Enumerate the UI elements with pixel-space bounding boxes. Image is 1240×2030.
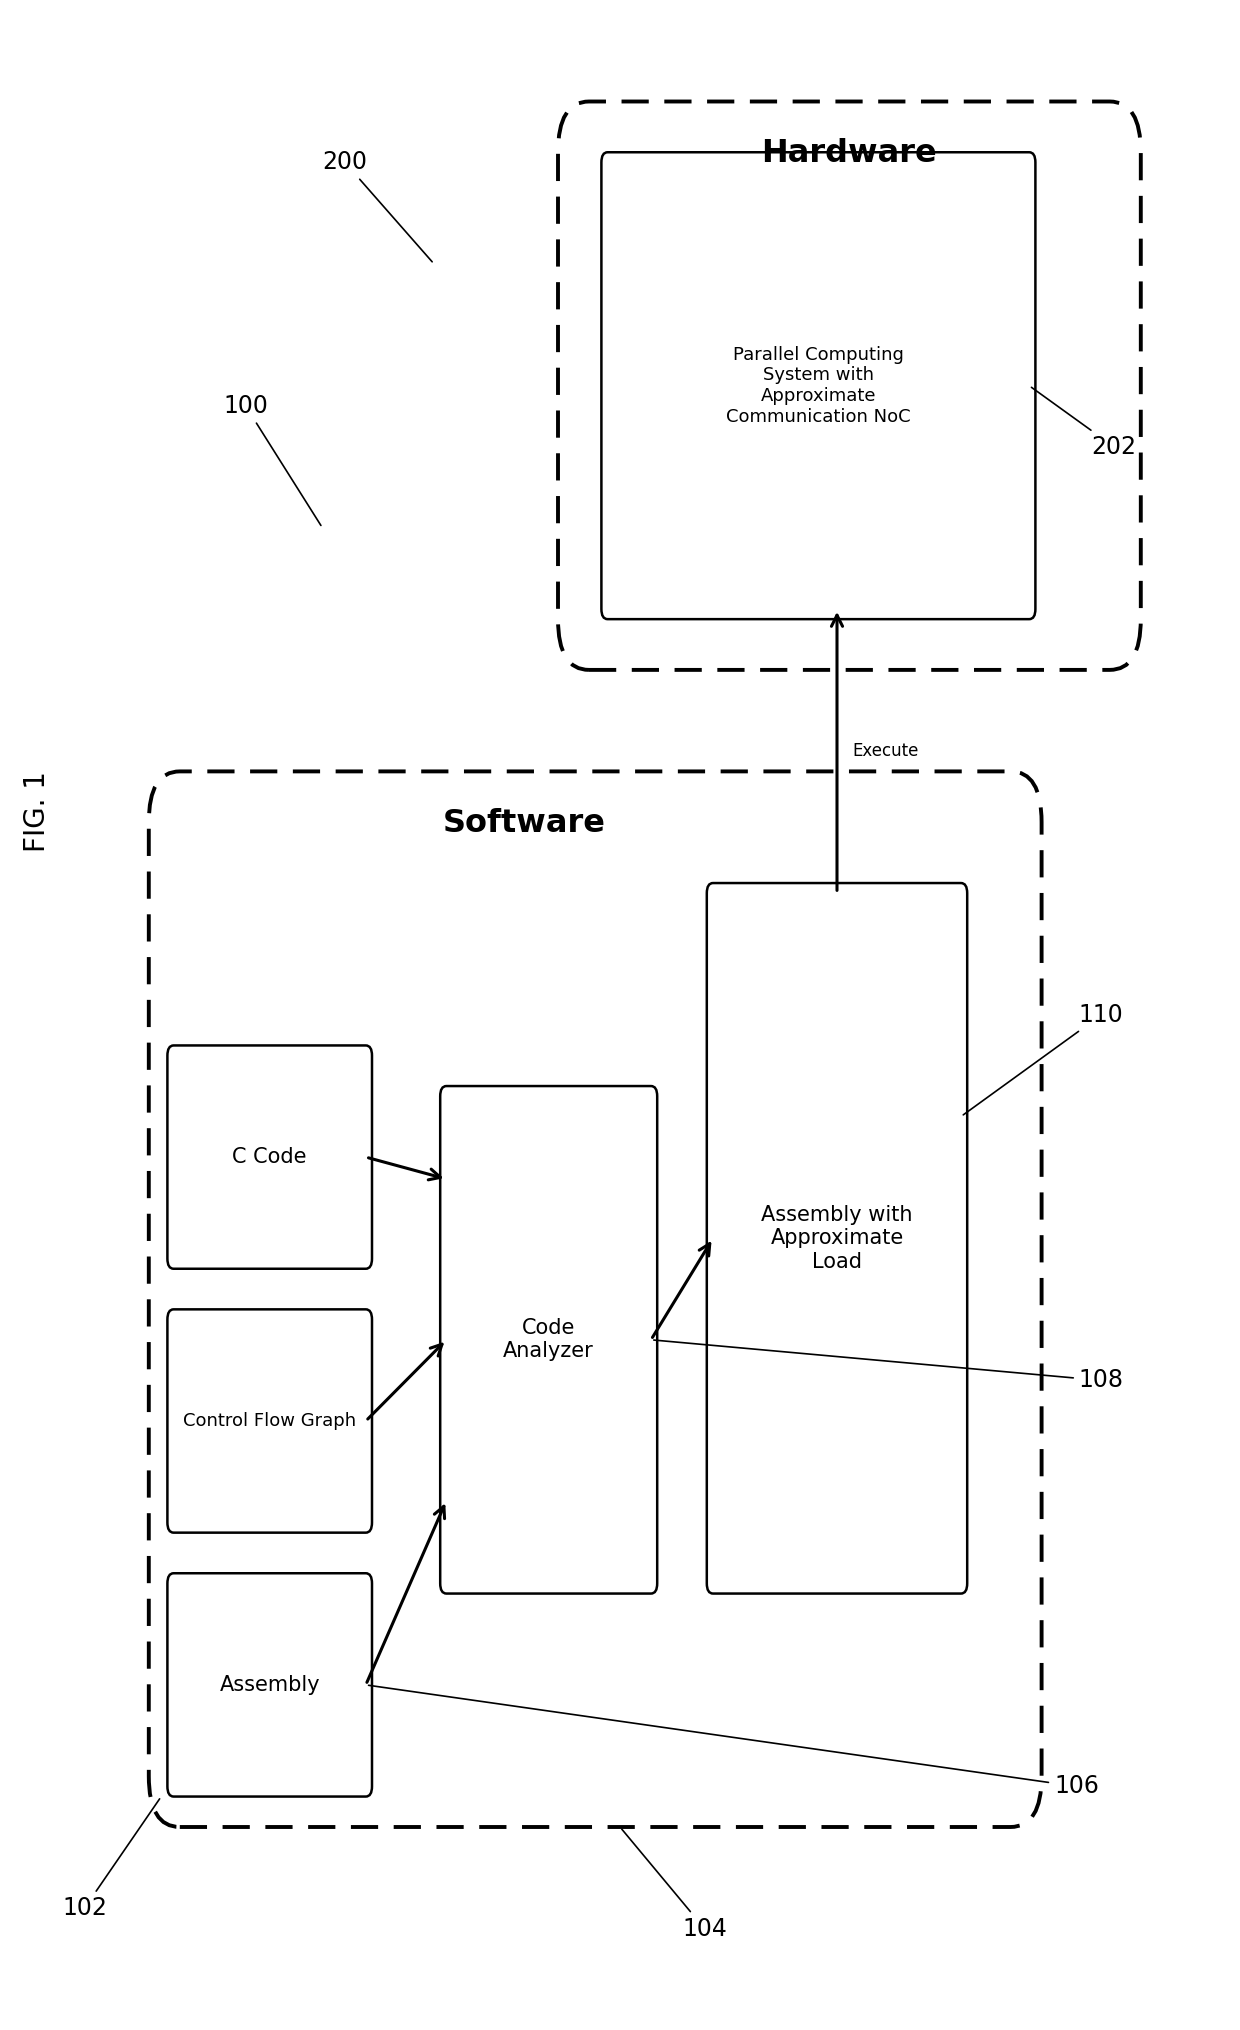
FancyBboxPatch shape — [707, 883, 967, 1594]
FancyBboxPatch shape — [167, 1573, 372, 1797]
Text: Control Flow Graph: Control Flow Graph — [184, 1413, 356, 1429]
Text: 102: 102 — [62, 1799, 160, 1920]
FancyBboxPatch shape — [558, 102, 1141, 670]
Text: 110: 110 — [963, 1003, 1123, 1114]
Text: Assembly: Assembly — [219, 1675, 320, 1695]
Text: Execute: Execute — [852, 743, 919, 759]
Text: 108: 108 — [653, 1340, 1123, 1393]
Text: 104: 104 — [621, 1829, 727, 1941]
Text: Assembly with
Approximate
Load: Assembly with Approximate Load — [761, 1206, 913, 1271]
Text: FIG. 1: FIG. 1 — [24, 771, 51, 853]
FancyBboxPatch shape — [167, 1045, 372, 1269]
Text: 200: 200 — [322, 150, 433, 262]
Text: 202: 202 — [1032, 388, 1136, 459]
FancyBboxPatch shape — [440, 1086, 657, 1594]
Text: Hardware: Hardware — [761, 138, 937, 168]
FancyBboxPatch shape — [149, 771, 1042, 1827]
Text: Parallel Computing
System with
Approximate
Communication NoC: Parallel Computing System with Approxima… — [727, 345, 910, 426]
Text: Code
Analyzer: Code Analyzer — [503, 1317, 594, 1362]
Text: 106: 106 — [368, 1685, 1099, 1799]
FancyBboxPatch shape — [601, 152, 1035, 619]
FancyBboxPatch shape — [167, 1309, 372, 1533]
Text: C Code: C Code — [232, 1147, 308, 1167]
Text: Software: Software — [443, 808, 605, 838]
Text: 100: 100 — [223, 394, 321, 526]
